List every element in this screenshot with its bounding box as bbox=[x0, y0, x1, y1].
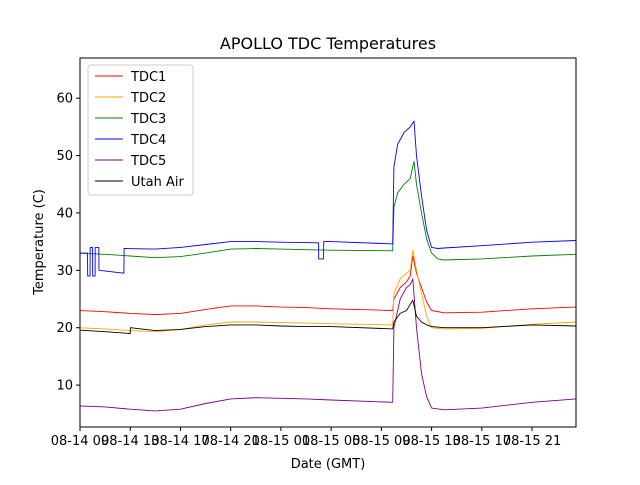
y-tick-label: 50 bbox=[56, 149, 73, 164]
x-tick-label: 08-15 17 bbox=[453, 434, 511, 449]
x-tick-label: 08-14 21 bbox=[201, 434, 259, 449]
y-tick-label: 10 bbox=[56, 379, 73, 394]
x-tick-label: 08-14 17 bbox=[151, 434, 209, 449]
x-tick-label: 08-14 09 bbox=[51, 434, 109, 449]
x-tick-label: 08-15 05 bbox=[302, 434, 360, 449]
series-line-tdc3 bbox=[80, 160, 576, 261]
legend-label: TDC1 bbox=[130, 70, 166, 85]
legend-label: TDC2 bbox=[130, 91, 166, 106]
x-tick-label: 08-15 01 bbox=[252, 434, 310, 449]
x-axis-label: Date (GMT) bbox=[291, 457, 366, 472]
legend-label: Utah Air bbox=[131, 175, 184, 190]
legend: TDC1 TDC2 TDC3 TDC4 TDC5 Utah Air bbox=[87, 64, 194, 196]
plot-frame bbox=[79, 57, 577, 428]
series-line-tdc5 bbox=[80, 278, 576, 412]
legend-label: TDC5 bbox=[130, 154, 166, 169]
series-line-tdc4 bbox=[80, 120, 576, 277]
x-tick-label: 08-15 21 bbox=[503, 434, 561, 449]
y-axis: 10 20 30 40 50 60 bbox=[56, 92, 80, 394]
y-tick-label: 40 bbox=[56, 206, 73, 221]
x-tick-label: 08-15 09 bbox=[352, 434, 410, 449]
y-tick-label: 60 bbox=[56, 92, 73, 107]
y-tick-label: 30 bbox=[56, 264, 73, 279]
y-tick-label: 20 bbox=[56, 321, 73, 336]
chart-title: APOLLO TDC Temperatures bbox=[220, 34, 436, 53]
x-tick-label: 08-15 13 bbox=[402, 434, 460, 449]
series-layer bbox=[80, 120, 576, 412]
series-line-utah-air bbox=[80, 299, 576, 334]
y-axis-label: Temperature (C) bbox=[32, 189, 47, 296]
legend-label: TDC3 bbox=[130, 112, 166, 127]
legend-label: TDC4 bbox=[130, 133, 166, 148]
x-tick-label: 08-14 13 bbox=[101, 434, 159, 449]
